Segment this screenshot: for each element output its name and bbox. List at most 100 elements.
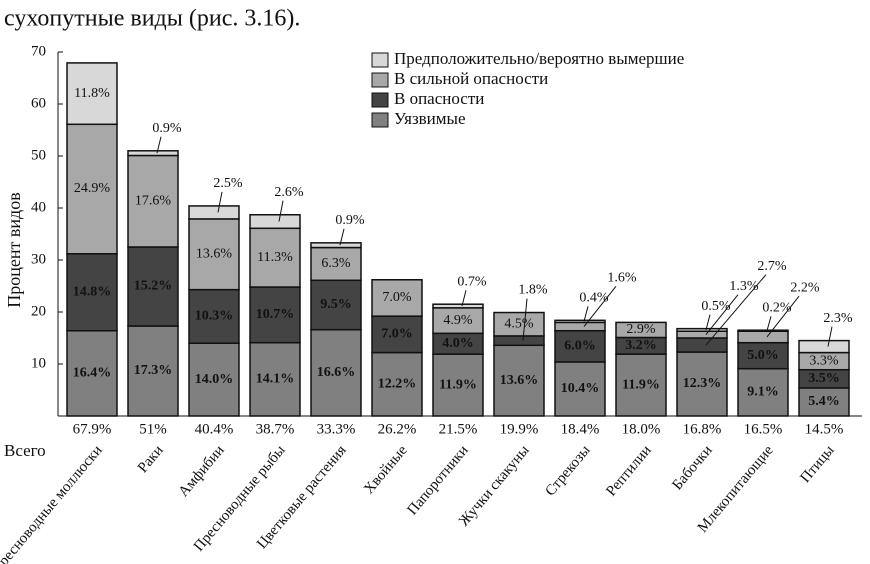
legend-swatch <box>371 112 389 128</box>
caption: сухопутные виды (рис. 3.16). <box>4 6 300 32</box>
value-label: 11.9% <box>622 377 660 392</box>
leader-line <box>827 326 833 347</box>
total-title: Всего <box>4 441 46 460</box>
bar-segment <box>249 227 301 288</box>
legend-swatch <box>371 92 389 108</box>
value-label: 6.3% <box>321 256 351 271</box>
bar-segment <box>554 319 606 324</box>
value-label: 11.9% <box>439 377 477 392</box>
leader-line <box>583 286 617 327</box>
value-label: 9.5% <box>320 297 352 312</box>
bar-segment <box>188 205 240 220</box>
bar-segment <box>737 330 789 344</box>
bar-segment <box>798 387 850 417</box>
value-label: 0.7% <box>457 274 487 289</box>
bar-segment <box>371 315 423 354</box>
bar-segment <box>249 214 301 230</box>
total-label: 21.5% <box>439 421 478 437</box>
x-tick-label: Птицы <box>797 442 837 486</box>
x-tick-label: Хвойные <box>361 442 411 497</box>
leader-line <box>522 298 528 341</box>
value-label: 13.6% <box>196 246 233 261</box>
x-tick-label: Бабочки <box>669 442 715 493</box>
total-label: 19.9% <box>500 421 539 437</box>
bar-segment <box>676 330 728 339</box>
total-label: 51% <box>139 421 167 437</box>
bar-segment <box>554 329 606 363</box>
value-label: 2.6% <box>274 185 304 200</box>
total-label: 67.9% <box>73 421 112 437</box>
bar-segment <box>66 62 118 126</box>
legend-label: В опасности <box>394 89 484 108</box>
bar-segment <box>310 246 362 282</box>
value-label: 24.9% <box>74 181 111 196</box>
bar-segment <box>493 335 545 347</box>
bar-segment <box>615 321 667 339</box>
bar-segment <box>127 150 179 157</box>
total-label: 14.5% <box>805 421 844 437</box>
bar-segment <box>249 341 301 417</box>
bar-segment <box>432 303 484 309</box>
x-tick-label: Раки <box>135 442 167 476</box>
value-label: 14.8% <box>73 284 112 299</box>
leader-line <box>217 191 223 213</box>
x-tick-label: Рептилии <box>603 442 654 499</box>
value-label: 12.2% <box>378 376 417 391</box>
bar-segment <box>310 279 362 331</box>
legend-label: Уязвимые <box>394 109 466 128</box>
total-label: 40.4% <box>195 421 234 437</box>
x-tick-label: Пресноводные моллюски <box>0 442 106 564</box>
leader-line <box>461 290 467 307</box>
value-label: 15.2% <box>134 279 173 294</box>
y-tick-label: 20 <box>31 303 46 319</box>
leader-line <box>705 274 767 346</box>
value-label: 2.9% <box>626 322 656 337</box>
y-tick-label: 60 <box>31 95 46 111</box>
value-label: 0.2% <box>762 300 792 315</box>
value-label: 1.3% <box>729 279 759 294</box>
value-label: 4.5% <box>504 316 534 331</box>
bar-segment <box>371 279 423 317</box>
y-tick-label: 10 <box>31 355 46 371</box>
value-label: 16.4% <box>73 366 112 381</box>
y-tick-label: 40 <box>31 199 46 215</box>
bar-segment <box>249 286 301 344</box>
value-label: 11.3% <box>257 250 293 265</box>
value-label: 7.0% <box>381 327 413 342</box>
bar-segment <box>737 329 789 332</box>
bar-segment <box>493 311 545 337</box>
value-label: 2.2% <box>790 280 820 295</box>
total-label: 38.7% <box>256 421 295 437</box>
x-tick-label: Амфибии <box>176 442 228 500</box>
bar-segment <box>188 342 240 417</box>
value-label: 11.8% <box>74 86 110 101</box>
y-tick-label: 70 <box>31 43 46 59</box>
legend-label: В сильной опасности <box>394 69 548 88</box>
leader-line <box>705 294 739 335</box>
leader-line <box>766 295 800 338</box>
leader-line <box>278 200 284 222</box>
total-label: 16.5% <box>744 421 783 437</box>
x-tick-label: Папоротники <box>404 442 471 518</box>
value-label: 12.3% <box>683 376 722 391</box>
value-label: 0.9% <box>335 213 365 228</box>
bar-segment <box>676 327 728 332</box>
value-label: 5.4% <box>808 394 840 409</box>
bar-segment <box>554 321 606 332</box>
value-label: 2.7% <box>757 259 787 274</box>
bar-segment <box>432 353 484 417</box>
value-label: 7.0% <box>382 290 412 305</box>
bar-segment <box>676 337 728 353</box>
leader-line <box>156 136 162 154</box>
legend-swatch <box>371 72 389 88</box>
y-axis-label: Процент видов <box>4 192 24 307</box>
value-label: 2.5% <box>213 176 243 191</box>
leader-line <box>339 228 345 246</box>
bar-segment <box>310 328 362 417</box>
value-label: 17.3% <box>134 363 173 378</box>
value-label: 0.9% <box>152 121 182 136</box>
value-label: 0.4% <box>579 291 609 306</box>
value-label: 1.8% <box>518 283 548 298</box>
value-label: 16.6% <box>317 365 356 380</box>
